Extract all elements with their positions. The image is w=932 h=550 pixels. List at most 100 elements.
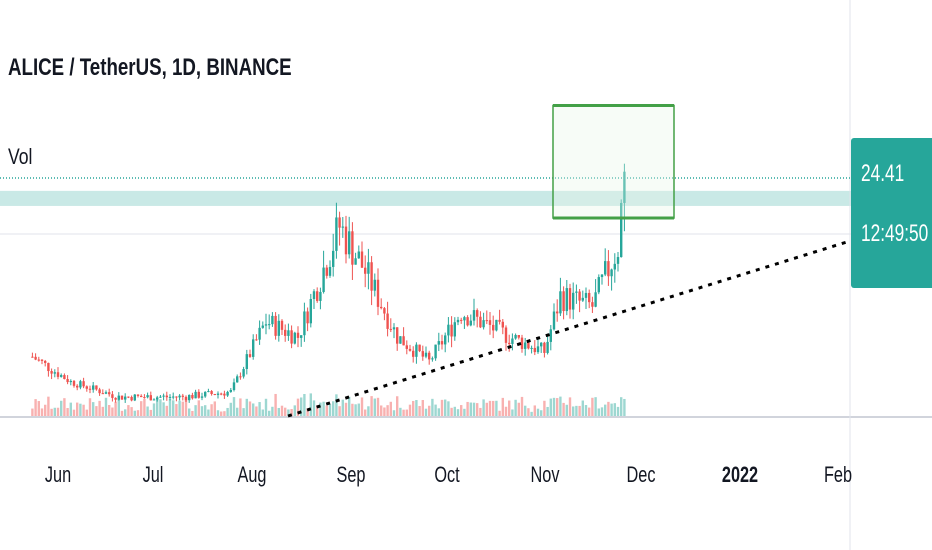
volume-bar: [344, 402, 348, 416]
volume-bar: [236, 407, 239, 416]
candle-body: [460, 319, 463, 321]
volume-bar: [543, 400, 546, 416]
candle-body: [60, 375, 63, 377]
volume-bar: [562, 402, 565, 416]
volume-bar: [431, 398, 434, 416]
candle-body: [559, 291, 562, 314]
candle-body: [578, 291, 581, 301]
volume-bar: [124, 409, 127, 416]
candle-body: [133, 394, 136, 401]
volume-bar: [447, 401, 450, 416]
volume-bar: [255, 406, 258, 416]
volume-bar: [594, 397, 597, 416]
candle-body: [360, 251, 364, 268]
volume-bar: [66, 408, 69, 416]
volume-bar: [450, 407, 453, 416]
volume-bar: [607, 401, 610, 416]
volume-bar: [104, 397, 108, 416]
volume-bar: [172, 400, 175, 416]
x-tick-label: Aug: [237, 462, 267, 487]
volume-bar: [258, 402, 261, 416]
volume-bar: [492, 400, 495, 416]
candle-body: [463, 317, 466, 321]
volume-bar: [133, 410, 136, 416]
volume-bar: [181, 401, 184, 416]
volume-bar: [488, 400, 492, 416]
volume-bar: [600, 407, 604, 416]
candle-body: [210, 391, 213, 395]
candle-body: [200, 396, 204, 398]
candle-body: [511, 338, 514, 344]
volume-bar: [226, 407, 229, 416]
x-tick-label: Jun: [44, 462, 72, 487]
candle-body: [226, 391, 229, 396]
volume-bar: [325, 405, 328, 416]
candle-body: [242, 369, 245, 377]
volume-bar: [156, 398, 159, 416]
candle-body: [456, 319, 460, 323]
candle-body: [95, 385, 98, 390]
volume-bar: [79, 403, 82, 416]
volume-bar: [34, 399, 37, 416]
volume-bar: [261, 409, 264, 416]
candle-body: [418, 344, 421, 352]
candle-body: [111, 394, 114, 398]
volume-bar: [440, 399, 444, 416]
volume-bar: [95, 406, 98, 416]
volume-bar: [200, 406, 204, 416]
volume-bar: [575, 405, 578, 416]
volume-bar: [306, 408, 309, 416]
candle-body: [316, 291, 319, 301]
candle-body: [399, 336, 402, 344]
volume-bar: [114, 401, 117, 416]
volume-bar: [76, 402, 79, 416]
volume-bar: [207, 409, 210, 416]
candle-body: [536, 346, 540, 353]
volume-bar: [565, 404, 568, 416]
volume-bar: [460, 405, 463, 416]
volume-bar: [520, 396, 524, 416]
candle-body: [623, 171, 626, 203]
candle-body: [159, 396, 162, 398]
volume-bar: [188, 408, 191, 416]
volume-bar: [47, 396, 50, 416]
candle-body: [303, 311, 306, 336]
volume-bar: [303, 394, 306, 416]
volume-bar: [37, 401, 40, 416]
volume-bar: [338, 406, 341, 416]
volume-bar: [498, 410, 501, 416]
volume-bar: [159, 399, 162, 416]
volume-bar: [466, 401, 469, 416]
candle-body: [280, 320, 284, 330]
candle-body: [277, 320, 280, 336]
target-box: [552, 104, 675, 219]
candle-body: [88, 388, 92, 390]
volume-bar: [392, 410, 396, 416]
candle-body: [108, 392, 111, 395]
volume-bar: [98, 400, 101, 416]
volume-bar: [546, 406, 549, 416]
candle-body: [156, 397, 159, 400]
volume-bar: [191, 410, 194, 416]
candle-body: [597, 277, 600, 293]
candle-body: [383, 308, 386, 314]
candle-body: [610, 269, 613, 277]
candle-body: [296, 332, 300, 338]
candle-body: [364, 267, 367, 274]
candle-body: [543, 342, 546, 353]
candle-body: [607, 261, 610, 277]
volume-bar: [482, 399, 485, 416]
price-tag: 24.41 12:49:50: [851, 138, 932, 288]
candle-body: [424, 352, 428, 357]
volume-bar: [623, 398, 626, 416]
volume-bar: [373, 398, 376, 416]
candle-body: [495, 319, 498, 331]
volume-bar: [140, 401, 143, 416]
candle-body: [309, 299, 312, 324]
candle-body: [216, 393, 220, 395]
candle-body: [56, 372, 60, 377]
candle-body: [588, 292, 591, 303]
volume-bar: [463, 408, 466, 416]
